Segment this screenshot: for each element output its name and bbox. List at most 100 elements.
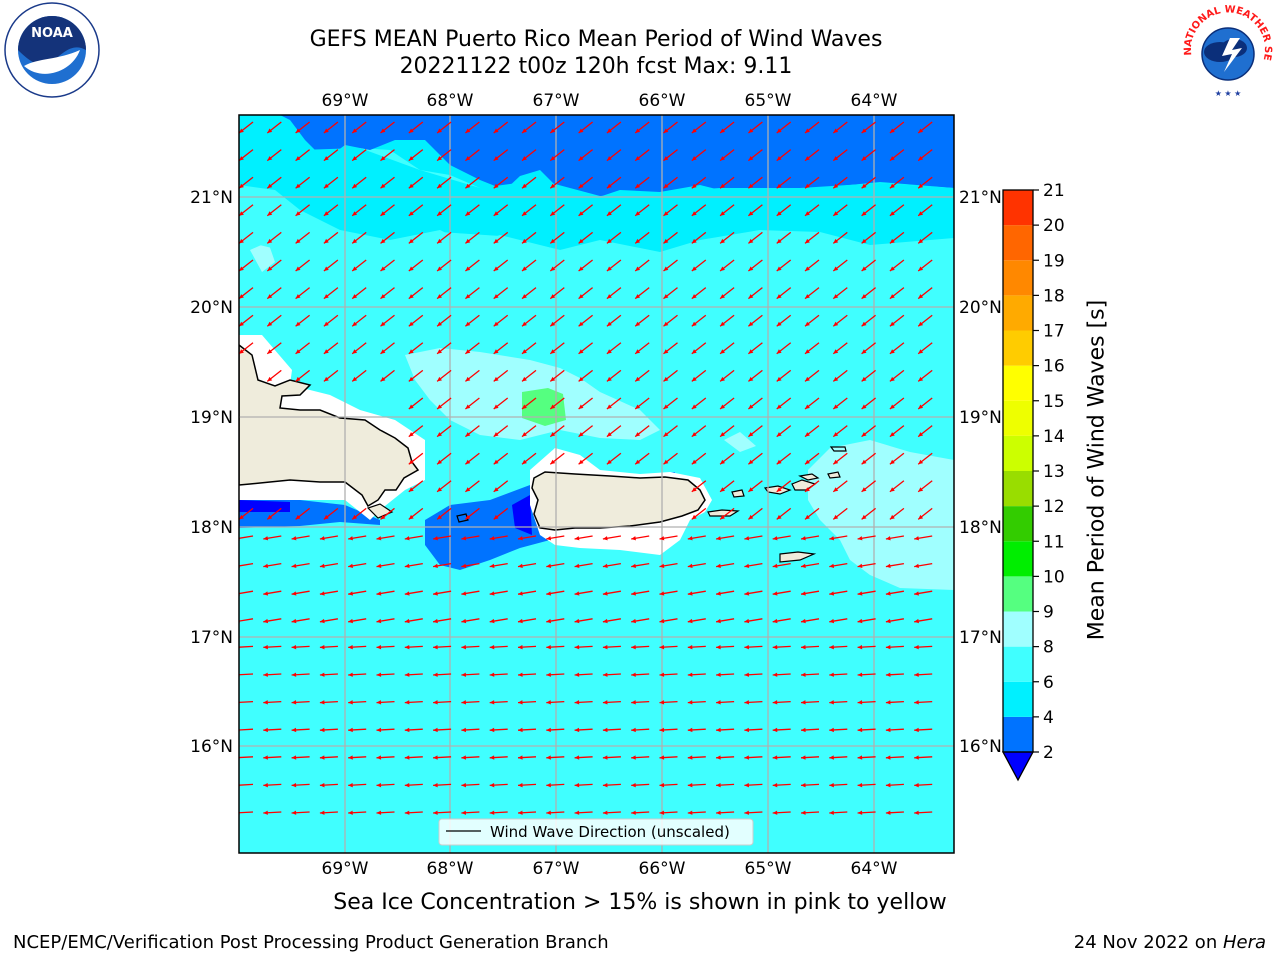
- wave-arrow: [719, 259, 735, 272]
- wave-arrow: [606, 121, 622, 134]
- wave-arrow: [408, 342, 424, 355]
- wave-arrow: [772, 644, 791, 650]
- wave-arrow: [380, 204, 395, 217]
- wave-arrow: [861, 452, 877, 465]
- wave-arrow: [776, 452, 792, 465]
- wave-arrow: [517, 782, 537, 788]
- wave-arrow: [380, 121, 395, 134]
- wave-arrow: [239, 176, 254, 189]
- wave-arrow: [432, 535, 452, 541]
- wave-arrow: [776, 480, 792, 493]
- wave-arrow: [861, 314, 877, 327]
- wave-arrow: [348, 672, 367, 677]
- wave-arrow: [517, 535, 537, 541]
- wave-arrow: [602, 810, 621, 815]
- wave-arrow: [832, 259, 848, 272]
- wave-arrow: [917, 369, 933, 382]
- wave-arrow: [464, 480, 480, 493]
- wave-arrow: [376, 672, 395, 677]
- wave-arrow: [408, 425, 424, 438]
- wave-arrow: [800, 782, 820, 788]
- wave-arrow: [687, 810, 706, 815]
- wave-arrow: [659, 618, 678, 624]
- wave-arrow: [804, 149, 820, 162]
- wave-arrow: [578, 259, 594, 272]
- colorbar-segment: [1003, 611, 1033, 647]
- wave-arrow: [323, 259, 339, 272]
- wave-arrow: [266, 231, 282, 244]
- wave-arrow: [829, 782, 848, 788]
- wave-arrow: [719, 480, 735, 493]
- wave-arrow: [376, 782, 395, 788]
- wave-arrow: [493, 480, 509, 493]
- wave-arrow: [687, 755, 706, 760]
- wave-arrow: [464, 342, 480, 355]
- wave-arrow: [295, 231, 311, 244]
- wave-arrow: [319, 535, 339, 541]
- wave-arrow: [380, 287, 395, 300]
- wave-arrow: [291, 700, 310, 705]
- wave-arrow: [602, 700, 621, 705]
- wave-arrow: [861, 231, 877, 244]
- wave-arrow: [659, 672, 678, 677]
- wave-arrow: [549, 231, 565, 244]
- wave-arrow: [691, 231, 707, 244]
- wave-arrow: [776, 397, 792, 410]
- wave-arrow: [291, 535, 310, 541]
- colorbar-segment: [1003, 225, 1033, 261]
- wave-arrow: [857, 782, 876, 788]
- wave-arrow: [464, 231, 480, 244]
- colorbar-tick: 17: [1043, 322, 1065, 342]
- wave-arrow: [829, 618, 848, 624]
- wave-arrow: [914, 618, 933, 624]
- wave-arrow: [832, 231, 848, 244]
- wave-arrow: [549, 204, 565, 217]
- wave-arrow: [574, 727, 593, 733]
- wave-arrow: [464, 397, 480, 410]
- wave-arrow: [716, 700, 735, 705]
- wave-arrow: [464, 176, 480, 189]
- wave-arrow: [602, 727, 621, 733]
- wave-arrow: [517, 700, 537, 705]
- lat-labels-left: 21°N 20°N 19°N 18°N 17°N 16°N: [190, 188, 233, 757]
- lon-label-bottom: 65°W: [745, 859, 792, 879]
- colorbar: 2 4 6 8 9 10 11 12 13 14 15 16 17 18 19 20 21: [1001, 181, 1065, 782]
- wave-arrow: [351, 121, 367, 134]
- wave-arrow: [319, 727, 338, 733]
- wave-arrow: [546, 755, 565, 760]
- wave-arrow: [857, 535, 876, 541]
- wave-arrow: [432, 590, 452, 596]
- wave-arrow: [832, 149, 848, 162]
- wave-arrow: [634, 287, 650, 300]
- wave-arrow: [776, 121, 792, 134]
- wave-arrow: [606, 287, 622, 300]
- wave-arrow: [917, 121, 933, 134]
- wave-arrow: [772, 755, 791, 760]
- colorbar-extend: [1001, 751, 1035, 782]
- wave-arrow: [433, 782, 452, 788]
- anegada-island: [827, 471, 841, 479]
- chart-subtitle: 20221122 t00z 120h fcst Max: 9.11: [399, 54, 793, 79]
- wave-arrow: [574, 810, 593, 815]
- wave-arrow: [266, 342, 282, 355]
- wave-arrow: [634, 259, 650, 272]
- wave-arrow: [408, 149, 424, 162]
- lon-label-bottom: 64°W: [851, 859, 898, 879]
- wave-arrow: [323, 314, 339, 327]
- wave-arrow: [436, 204, 452, 217]
- wave-arrow: [489, 590, 508, 596]
- wave-arrow: [885, 562, 905, 569]
- wave-arrow: [744, 644, 763, 650]
- wave-arrow: [464, 121, 480, 134]
- wave-arrow: [239, 121, 254, 134]
- wave-arrow: [489, 727, 508, 733]
- wave-arrow: [408, 397, 424, 410]
- wave-arrow: [747, 259, 763, 272]
- wave-arrow: [408, 259, 424, 272]
- wave-arrow: [857, 618, 876, 624]
- wave-arrow: [348, 810, 367, 815]
- wave-arrow: [295, 314, 311, 327]
- wave-arrow: [663, 287, 678, 300]
- lon-labels-bottom: 69°W 68°W 67°W 66°W 65°W 64°W: [322, 859, 898, 879]
- wave-arrow: [747, 507, 763, 520]
